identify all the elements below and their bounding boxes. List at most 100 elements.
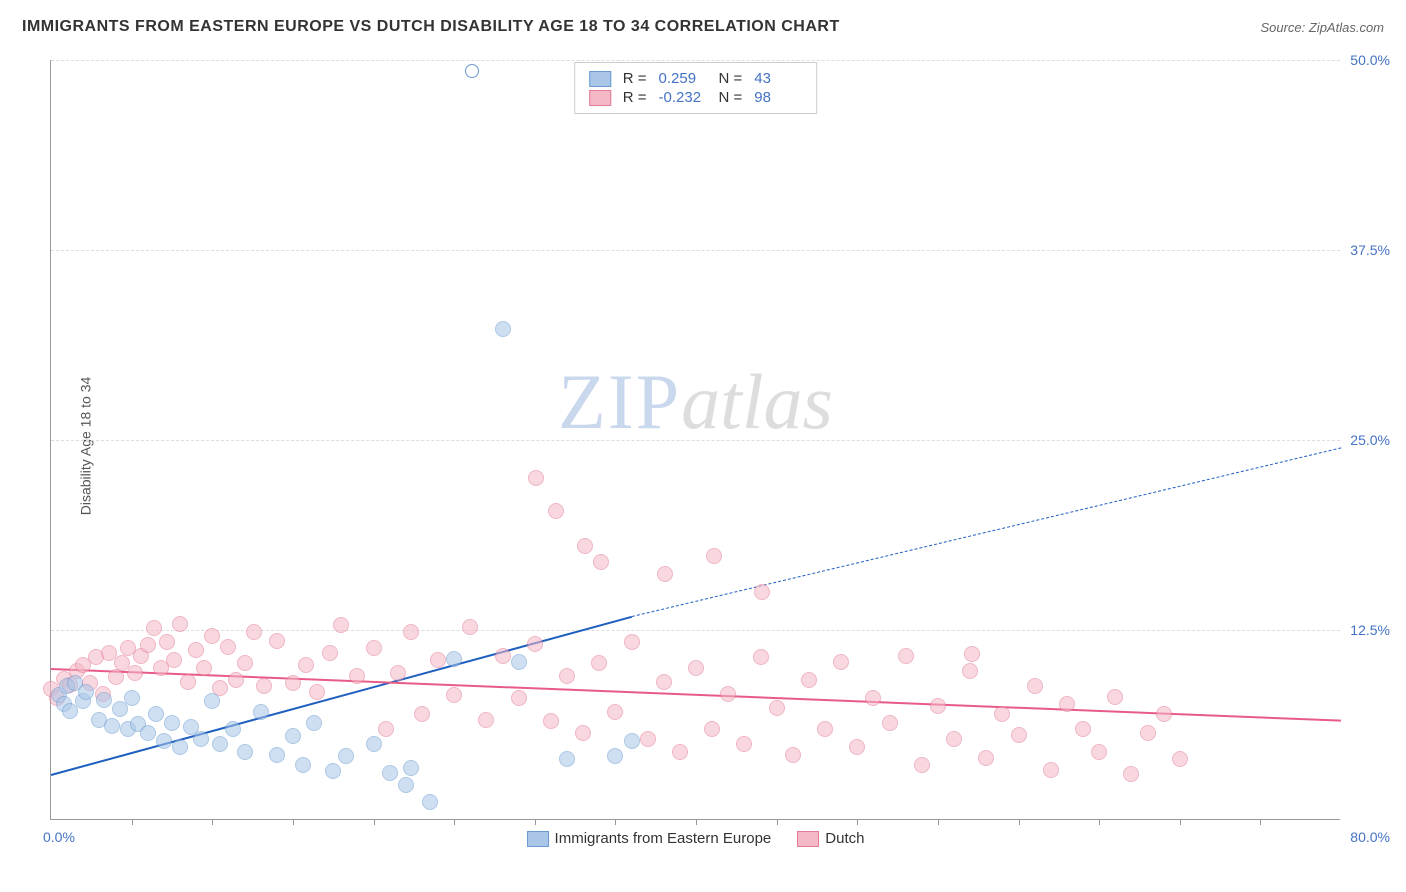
watermark-atlas: atlas (681, 358, 833, 445)
n-value-0: 43 (754, 70, 802, 87)
x-tick (293, 819, 294, 825)
scatter-point-dutch (865, 690, 881, 706)
scatter-point-dutch (166, 652, 182, 668)
scatter-point-dutch (914, 757, 930, 773)
scatter-point-dutch (1059, 696, 1075, 712)
scatter-point-dutch (378, 721, 394, 737)
legend-series: Immigrants from Eastern Europe Dutch (527, 830, 865, 847)
chart-source: Source: ZipAtlas.com (1260, 20, 1384, 35)
scatter-point-dutch (196, 660, 212, 676)
scatter-point-dutch (964, 646, 980, 662)
scatter-point-dutch (882, 715, 898, 731)
scatter-point-dutch (833, 654, 849, 670)
scatter-point-immigrants (193, 731, 209, 747)
scatter-point-dutch (1027, 678, 1043, 694)
scatter-point-dutch (688, 660, 704, 676)
x-tick (1260, 819, 1261, 825)
y-tick-label: 50.0% (1342, 52, 1390, 68)
scatter-point-immigrants (398, 777, 414, 793)
scatter-point-dutch (548, 503, 564, 519)
scatter-point-dutch (309, 684, 325, 700)
n-value-1: 98 (754, 89, 802, 106)
scatter-point-immigrants (285, 728, 301, 744)
watermark-zip: ZIP (558, 358, 681, 445)
trend-line (631, 448, 1341, 618)
plot-area: ZIPatlas R = 0.259 N = 43 R = -0.232 N =… (50, 60, 1340, 820)
scatter-point-dutch (720, 686, 736, 702)
scatter-point-dutch (930, 698, 946, 714)
scatter-point-dutch (256, 678, 272, 694)
y-tick-label: 12.5% (1342, 622, 1390, 638)
scatter-point-dutch (390, 665, 406, 681)
scatter-point-dutch (817, 721, 833, 737)
scatter-point-immigrants (148, 706, 164, 722)
scatter-point-dutch (127, 665, 143, 681)
legend-row-dutch: R = -0.232 N = 98 (589, 88, 803, 107)
x-tick (615, 819, 616, 825)
legend-selector-circle[interactable] (465, 64, 479, 78)
scatter-point-dutch (180, 674, 196, 690)
scatter-point-immigrants (96, 692, 112, 708)
scatter-point-immigrants (212, 736, 228, 752)
scatter-point-immigrants (495, 321, 511, 337)
y-tick-label: 25.0% (1342, 432, 1390, 448)
x-tick (132, 819, 133, 825)
scatter-point-dutch (559, 668, 575, 684)
scatter-point-dutch (1140, 725, 1156, 741)
scatter-point-dutch (1091, 744, 1107, 760)
scatter-point-immigrants (382, 765, 398, 781)
scatter-point-dutch (495, 648, 511, 664)
scatter-point-immigrants (124, 690, 140, 706)
trend-line (51, 668, 1341, 722)
series-label-0: Immigrants from Eastern Europe (555, 830, 772, 847)
scatter-point-immigrants (403, 760, 419, 776)
scatter-point-dutch (769, 700, 785, 716)
scatter-point-immigrants (511, 654, 527, 670)
series-label-1: Dutch (825, 830, 864, 847)
scatter-point-dutch (511, 690, 527, 706)
r-label-0: R = (623, 70, 647, 87)
scatter-point-dutch (220, 639, 236, 655)
scatter-point-immigrants (559, 751, 575, 767)
scatter-point-immigrants (607, 748, 623, 764)
legend-item-immigrants: Immigrants from Eastern Europe (527, 830, 772, 847)
swatch-immigrants (589, 71, 611, 87)
scatter-point-dutch (349, 668, 365, 684)
scatter-point-immigrants (140, 725, 156, 741)
scatter-point-dutch (430, 652, 446, 668)
title-bar: IMMIGRANTS FROM EASTERN EUROPE VS DUTCH … (22, 18, 1384, 36)
x-max-label: 80.0% (1342, 829, 1390, 845)
r-label-1: R = (623, 89, 647, 106)
scatter-point-dutch (591, 655, 607, 671)
y-tick-label: 37.5% (1342, 242, 1390, 258)
scatter-point-dutch (172, 616, 188, 632)
x-tick (1180, 819, 1181, 825)
n-label-1: N = (719, 89, 743, 106)
scatter-point-dutch (946, 731, 962, 747)
scatter-point-dutch (140, 637, 156, 653)
x-tick (535, 819, 536, 825)
scatter-point-immigrants (295, 757, 311, 773)
scatter-point-dutch (527, 636, 543, 652)
scatter-point-dutch (593, 554, 609, 570)
scatter-point-dutch (754, 584, 770, 600)
scatter-point-dutch (640, 731, 656, 747)
grid-line (51, 250, 1340, 251)
scatter-point-dutch (577, 538, 593, 554)
grid-line (51, 440, 1340, 441)
legend-stats: R = 0.259 N = 43 R = -0.232 N = 98 (574, 62, 818, 114)
scatter-point-immigrants (225, 721, 241, 737)
scatter-point-dutch (1123, 766, 1139, 782)
scatter-point-dutch (656, 674, 672, 690)
x-origin-label: 0.0% (43, 829, 75, 845)
scatter-point-immigrants (237, 744, 253, 760)
scatter-point-dutch (624, 634, 640, 650)
scatter-point-immigrants (156, 733, 172, 749)
scatter-point-dutch (1172, 751, 1188, 767)
scatter-point-dutch (322, 645, 338, 661)
scatter-point-dutch (188, 642, 204, 658)
x-tick (696, 819, 697, 825)
scatter-point-dutch (801, 672, 817, 688)
scatter-point-dutch (672, 744, 688, 760)
scatter-point-immigrants (306, 715, 322, 731)
